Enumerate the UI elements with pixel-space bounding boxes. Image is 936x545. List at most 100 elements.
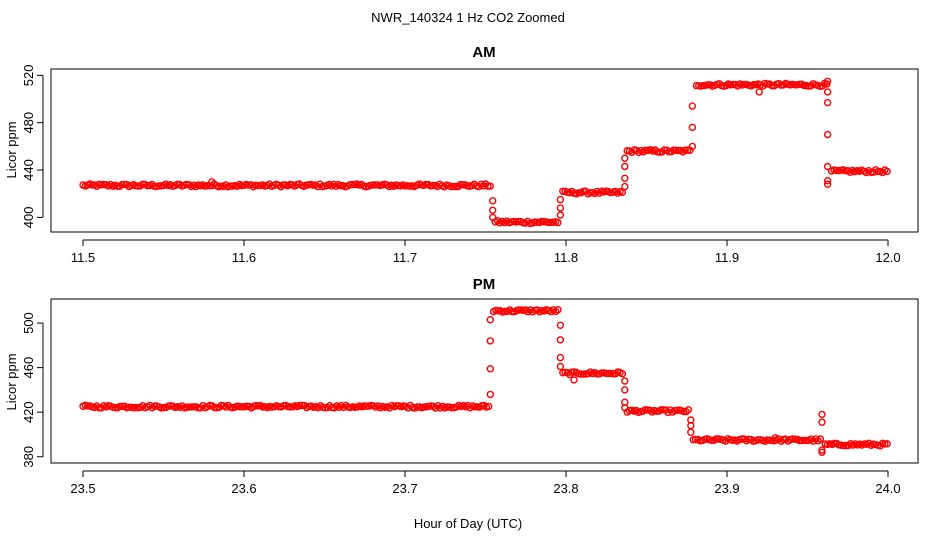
data-point [688, 102, 697, 110]
data-point [823, 98, 832, 107]
data-point [286, 403, 295, 411]
data-point [818, 418, 826, 426]
y-tick-label: 500 [21, 312, 36, 334]
y-tick-label: 400 [21, 206, 36, 228]
x-axis-label: Hour of Day (UTC) [414, 516, 522, 531]
data-point [422, 180, 430, 189]
panel-pm-points [79, 306, 891, 456]
data-point [447, 182, 455, 191]
data-point [116, 402, 124, 411]
panel-am-points [79, 77, 891, 228]
data-point [602, 369, 610, 378]
data-point [823, 176, 832, 185]
data-point [489, 206, 497, 215]
data-point [768, 81, 776, 90]
data-point [839, 441, 848, 450]
data-point [738, 435, 746, 443]
data-point [674, 146, 682, 155]
data-point [874, 167, 882, 176]
data-point [203, 181, 212, 190]
data-point [83, 402, 92, 410]
data-point [593, 370, 601, 378]
data-point [598, 369, 606, 377]
x-tick-label: 23.5 [70, 481, 95, 496]
data-point [489, 213, 497, 222]
data-point [489, 197, 497, 205]
data-point [369, 181, 377, 189]
data-point [621, 404, 629, 412]
panel-am-title: AM [472, 44, 495, 61]
x-tick-label: 23.8 [553, 481, 578, 496]
panel-pm-y-axis: 380 420 460 500 [21, 312, 44, 468]
data-point [604, 369, 613, 378]
data-point [621, 377, 629, 385]
data-point [150, 182, 159, 191]
data-point [486, 182, 494, 190]
data-point [763, 80, 771, 88]
data-point [771, 434, 779, 442]
data-point [798, 436, 806, 445]
data-point [471, 403, 479, 411]
data-point [665, 147, 673, 156]
data-point [486, 337, 494, 345]
data-point [657, 406, 665, 414]
data-point [684, 406, 693, 414]
x-tick-label: 11.7 [393, 250, 417, 265]
y-tick-label: 480 [21, 112, 36, 134]
data-point [823, 130, 832, 139]
chart-title: NWR_140324 1 Hz CO2 Zoomed [371, 10, 565, 25]
data-point [443, 403, 451, 411]
data-point [556, 195, 565, 204]
x-tick-label: 23.9 [714, 481, 739, 496]
x-tick-label: 23.6 [231, 481, 256, 496]
data-point [459, 181, 467, 189]
data-point [226, 182, 235, 190]
data-point [484, 182, 492, 190]
data-point [621, 386, 629, 394]
data-point [189, 403, 198, 411]
panel-am: AM Licor ppm 11.5 11.6 11.7 11.8 11.9 12.0 40… [4, 44, 919, 265]
data-point [621, 162, 629, 171]
y-tick-label: 440 [21, 159, 36, 181]
data-point [547, 218, 555, 227]
data-point [556, 353, 565, 362]
data-point [883, 167, 891, 176]
data-point [143, 181, 152, 190]
data-point [205, 181, 214, 190]
data-point [392, 402, 401, 410]
data-point [371, 181, 379, 189]
data-point [208, 178, 216, 186]
data-point [749, 80, 758, 89]
y-tick-label: 380 [21, 446, 36, 468]
data-point [449, 182, 458, 191]
data-point [348, 180, 356, 189]
data-point [236, 403, 244, 411]
data-point [279, 181, 287, 189]
data-point [494, 307, 502, 315]
data-point [791, 81, 799, 89]
data-point [577, 370, 585, 378]
y-tick-label: 460 [21, 357, 36, 379]
x-tick-label: 23.7 [392, 481, 417, 496]
data-point [401, 182, 409, 190]
data-point [823, 88, 832, 96]
data-point [688, 142, 697, 151]
data-point [618, 370, 627, 378]
panel-am-x-axis: 11.5 11.6 11.7 11.8 11.9 12.0 [71, 239, 901, 265]
data-point [556, 211, 565, 219]
data-point [795, 436, 804, 445]
data-point [337, 181, 345, 190]
data-point [708, 436, 716, 444]
data-point [691, 435, 700, 444]
data-point [795, 80, 804, 89]
data-point [556, 336, 565, 344]
data-point [652, 407, 661, 415]
x-tick-label: 12.0 [875, 250, 900, 265]
panel-am-y-axis: 400 440 480 520 [21, 65, 44, 228]
data-point [486, 316, 494, 324]
data-point [621, 174, 629, 183]
data-point [556, 321, 565, 329]
data-point [609, 370, 617, 378]
data-point [712, 435, 720, 443]
